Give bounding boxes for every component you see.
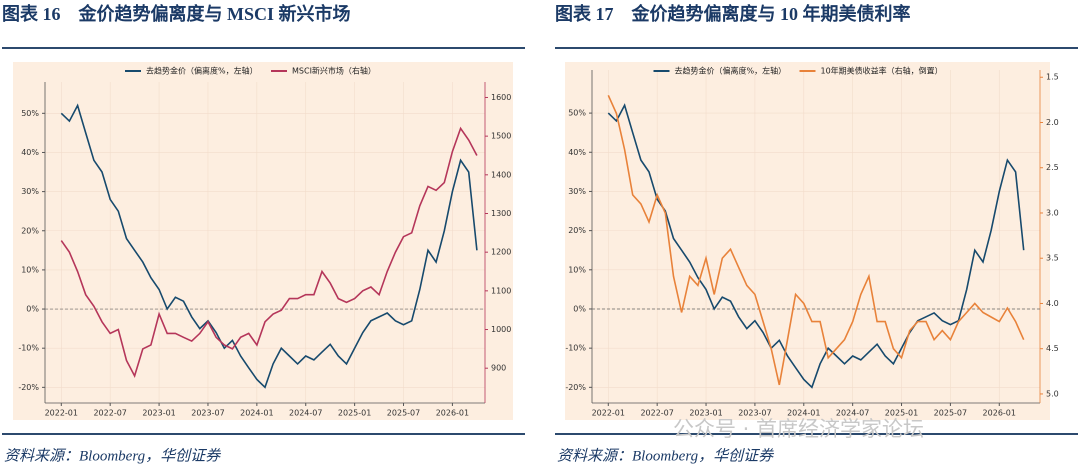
y2-tick-label: 1.5 [1046, 73, 1059, 82]
legend-label: 去趋势金价（偏离度%，左轴） [675, 66, 787, 76]
source-note: 资料来源：Bloomberg，华创证券 [4, 447, 221, 464]
y2-tick-label: 2.0 [1046, 118, 1059, 127]
y-tick-label: 20% [21, 226, 39, 235]
y-tick-label: -20% [565, 383, 586, 392]
y2-tick-label: 3.5 [1046, 254, 1059, 263]
y-tick-label: 40% [568, 148, 586, 157]
chart-background [565, 62, 1050, 420]
y-tick-label: 30% [568, 187, 586, 196]
y2-tick-label: 1300 [491, 209, 511, 218]
y2-tick-label: 1500 [491, 132, 511, 141]
y-tick-label: 20% [568, 226, 586, 235]
series-line [60, 126, 478, 378]
y-tick-label: 30% [21, 187, 39, 196]
x-tick-label: 2025-01 [885, 409, 918, 418]
y2-tick-label: 1400 [491, 170, 511, 179]
legend-label: 去趋势金价（偏离度%，左轴） [146, 66, 258, 76]
y-tick-label: 0% [26, 305, 39, 314]
legend-label: MSCI新兴市场（右轴） [292, 66, 376, 76]
x-tick-label: 2022-07 [640, 409, 673, 418]
x-tick-label: 2022-01 [592, 409, 625, 418]
series-line [607, 94, 1025, 386]
x-tick-label: 2024-01 [787, 409, 820, 418]
y2-tick-label: 3.0 [1046, 208, 1059, 217]
chart-title: 图表 17 金价趋势偏离度与 10 年期美债利率 [555, 3, 911, 24]
x-tick-label: 2022-07 [93, 409, 126, 418]
series-line [607, 103, 1025, 389]
y2-tick-label: 1200 [491, 248, 511, 257]
x-tick-label: 2023-07 [191, 409, 224, 418]
x-tick-label: 2023-01 [142, 409, 175, 418]
x-tick-label: 2025-01 [338, 409, 371, 418]
y2-tick-label: 4.0 [1046, 299, 1059, 308]
y2-tick-label: 1600 [491, 93, 511, 102]
y-tick-label: 50% [568, 109, 586, 118]
x-tick-label: 2024-07 [836, 409, 869, 418]
x-tick-label: 2022-01 [45, 409, 78, 418]
y-tick-label: 40% [21, 148, 39, 157]
x-tick-label: 2026-01 [983, 409, 1016, 418]
x-tick-label: 2023-01 [689, 409, 722, 418]
y-tick-label: 10% [21, 265, 39, 274]
y2-tick-label: 2.5 [1046, 163, 1059, 172]
watermark: 公众号 · 首席经济学家论坛 [673, 417, 924, 441]
source-note: 资料来源：Bloomberg，华创证券 [557, 447, 774, 464]
legend-label: 10年期美债收益率（右轴，倒置） [821, 66, 943, 76]
x-tick-label: 2025-07 [934, 409, 967, 418]
y2-tick-label: 1100 [491, 286, 511, 295]
y2-tick-label: 4.5 [1046, 344, 1059, 353]
chart-title: 图表 16 金价趋势偏离度与 MSCI 新兴市场 [2, 3, 351, 24]
series-line [60, 103, 478, 389]
y-tick-label: -10% [565, 344, 586, 353]
x-tick-label: 2026-01 [436, 409, 469, 418]
x-tick-label: 2024-01 [240, 409, 273, 418]
x-tick-label: 2024-07 [289, 409, 322, 418]
y-tick-label: 50% [21, 109, 39, 118]
x-tick-label: 2025-07 [387, 409, 420, 418]
chart-background [13, 62, 513, 420]
y2-tick-label: 5.0 [1046, 389, 1059, 398]
y-tick-label: -20% [18, 383, 39, 392]
y-tick-label: -10% [18, 344, 39, 353]
x-tick-label: 2023-07 [738, 409, 771, 418]
y2-tick-label: 900 [491, 364, 506, 373]
y-tick-label: 0% [573, 304, 586, 313]
y-tick-label: 10% [568, 265, 586, 274]
y2-tick-label: 1000 [491, 325, 511, 334]
